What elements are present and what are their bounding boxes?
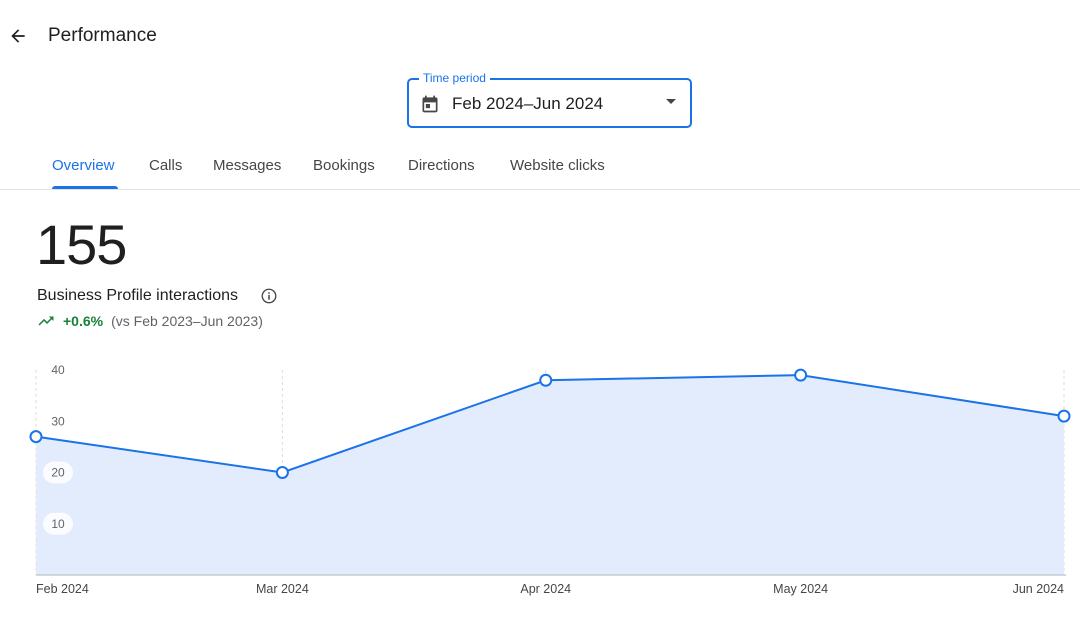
info-icon[interactable] [260,287,278,305]
chart-x-tick-label: Feb 2024 [36,582,89,596]
tab-bookings[interactable]: Bookings [313,157,375,174]
chart-y-tick: 10 [43,512,73,535]
tab-directions[interactable]: Directions [408,157,475,174]
chart-y-tick-label: 20 [51,466,65,480]
tab-overview[interactable]: Overview [52,157,115,174]
tab-website-clicks[interactable]: Website clicks [510,157,605,174]
tab-bar: Overview Calls Messages Bookings Directi… [0,146,1080,190]
back-button[interactable] [6,24,30,48]
chart-x-tick-label: Jun 2024 [1013,582,1064,596]
arrow-back-icon [11,29,25,43]
time-period-label: Time period [419,71,490,85]
trend-row: +0.6% (vs Feb 2023–Jun 2023) [37,312,263,330]
chart-y-tick: 20 [43,461,73,484]
time-period-value: Feb 2024–Jun 2024 [452,94,604,113]
metric-label: Business Profile interactions [37,287,238,304]
chart-data-point[interactable] [1057,409,1071,423]
tab-messages[interactable]: Messages [213,157,282,174]
calendar-icon [422,95,438,113]
chart-area-fill [36,375,1064,575]
chart-x-tick-label: Apr 2024 [520,582,571,596]
chart-x-tick-label: May 2024 [773,582,828,596]
chart-y-tick: 30 [43,410,73,433]
active-tab-indicator [52,186,118,189]
chart-data-point[interactable] [794,368,808,382]
chart-data-point[interactable] [29,430,43,444]
dropdown-caret-icon [666,99,676,104]
chart-data-point[interactable] [275,466,289,479]
tab-calls[interactable]: Calls [149,157,183,174]
chart-data-point[interactable] [539,373,553,387]
interactions-chart: 10 20 30 40 Feb 2024 Mar 2024 Apr 2024 May 202… [29,363,1071,596]
chart-y-tick-label: 30 [51,414,65,428]
metric-value: 155 [36,213,127,276]
trending-up-icon [38,316,54,326]
chart-y-tick-label: 40 [51,363,65,377]
chart-y-tick-label: 10 [51,517,65,531]
chart-y-tick: 40 [51,363,65,377]
page-title: Performance [48,25,157,46]
time-period-select[interactable]: Time period Feb 2024–Jun 2024 [407,71,692,128]
chart-x-tick-label: Mar 2024 [256,582,309,596]
trend-change: +0.6% [63,313,104,329]
trend-comparison: (vs Feb 2023–Jun 2023) [111,313,263,329]
